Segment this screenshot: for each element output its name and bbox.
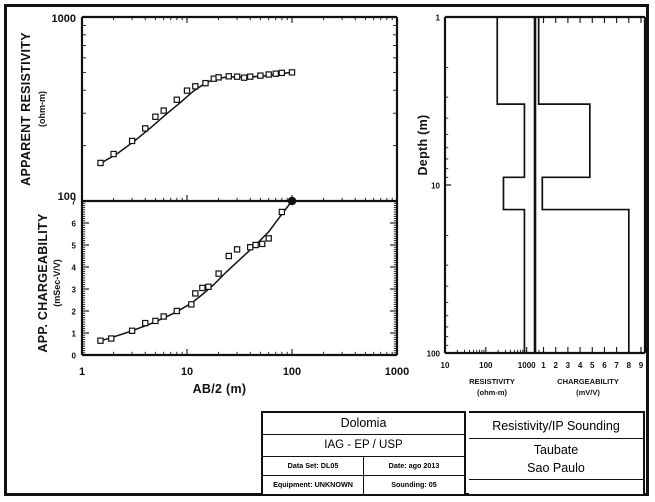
svg-text:3: 3 <box>72 286 77 295</box>
info-equipment: Equipment: UNKNOWN <box>263 475 364 494</box>
info-survey-type: Resistivity/IP Sounding <box>469 413 643 440</box>
svg-text:AB/2 (m): AB/2 (m) <box>193 382 247 396</box>
svg-text:6: 6 <box>72 220 77 229</box>
info-data-set: Data Set: DL05 <box>263 456 364 475</box>
svg-text:(mV/V): (mV/V) <box>576 388 600 397</box>
svg-text:1: 1 <box>72 330 77 339</box>
info-table-right: Resistivity/IP Sounding Taubate Sao Paul… <box>469 411 645 496</box>
svg-text:1000: 1000 <box>385 366 409 378</box>
svg-text:9: 9 <box>639 361 644 370</box>
svg-text:(ohm-m): (ohm-m) <box>37 91 47 127</box>
svg-text:(mSec-V/V): (mSec-V/V) <box>52 259 62 307</box>
info-table: Dolomia IAG - EP / USP Data Set: DL05 Da… <box>261 411 645 496</box>
svg-text:1000: 1000 <box>52 13 76 25</box>
svg-text:3: 3 <box>566 361 571 370</box>
svg-text:APPARENT RESISTIVITY: APPARENT RESISTIVITY <box>19 32 33 186</box>
svg-text:5: 5 <box>590 361 595 370</box>
svg-text:1: 1 <box>436 14 441 23</box>
svg-text:4: 4 <box>578 361 583 370</box>
info-location-city: Taubate <box>533 442 579 457</box>
info-institution: IAG - EP / USP <box>263 435 464 457</box>
svg-text:1: 1 <box>541 361 546 370</box>
svg-text:0: 0 <box>72 352 77 361</box>
svg-text:RESISTIVITY: RESISTIVITY <box>469 377 515 386</box>
info-blank-cell <box>469 480 643 494</box>
svg-text:10: 10 <box>441 361 450 370</box>
svg-text:2: 2 <box>72 308 77 317</box>
svg-text:7: 7 <box>72 198 77 207</box>
svg-text:CHARGEABILITY: CHARGEABILITY <box>557 377 619 386</box>
svg-text:7: 7 <box>614 361 619 370</box>
svg-text:100: 100 <box>427 350 441 359</box>
svg-text:1000: 1000 <box>518 361 536 370</box>
info-project: Dolomia <box>263 413 464 435</box>
svg-text:(ohm-m): (ohm-m) <box>477 388 507 397</box>
svg-text:100: 100 <box>479 361 493 370</box>
svg-text:10: 10 <box>181 366 193 378</box>
svg-text:1: 1 <box>79 366 85 378</box>
svg-text:6: 6 <box>602 361 607 370</box>
info-row-dataset: Data Set: DL05 Date: ago 2013 <box>263 456 464 476</box>
info-location: Taubate Sao Paulo <box>469 439 643 480</box>
svg-text:10: 10 <box>431 182 440 191</box>
svg-text:100: 100 <box>283 366 301 378</box>
svg-text:APP. CHARGEABILITY: APP. CHARGEABILITY <box>36 213 50 353</box>
svg-text:5: 5 <box>72 242 77 251</box>
svg-text:8: 8 <box>627 361 632 370</box>
info-location-state: Sao Paulo <box>527 460 585 475</box>
info-date: Date: ago 2013 <box>388 461 440 471</box>
info-sounding: Sounding: 05 <box>391 480 437 490</box>
svg-text:Depth (m): Depth (m) <box>416 114 430 175</box>
info-row-equipment: Equipment: UNKNOWN Sounding: 05 <box>263 475 464 494</box>
svg-text:2: 2 <box>553 361 558 370</box>
svg-text:4: 4 <box>72 264 77 273</box>
svg-text:100: 100 <box>58 191 76 203</box>
info-table-left: Dolomia IAG - EP / USP Data Set: DL05 Da… <box>261 411 466 496</box>
